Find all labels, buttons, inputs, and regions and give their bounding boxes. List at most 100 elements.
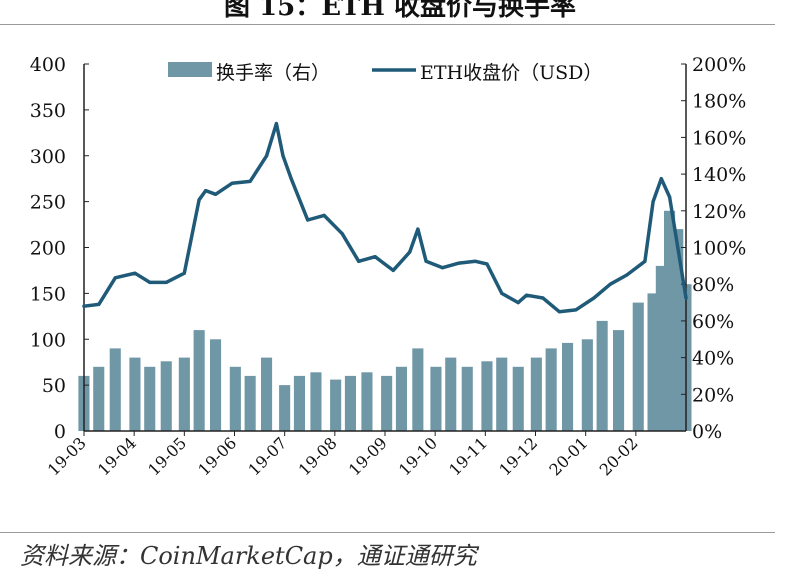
turnover-bar (461, 366, 473, 431)
price-point (322, 213, 326, 217)
turnover-bar (279, 385, 291, 431)
left-tick-label: 300 (30, 146, 66, 168)
left-tick-label: 400 (30, 54, 66, 76)
turnover-bar (530, 357, 542, 431)
turnover-bar (129, 357, 141, 431)
price-point (274, 122, 278, 126)
price-point (424, 259, 428, 263)
price-point (441, 266, 445, 270)
turnover-bar (672, 229, 684, 431)
turnover-bar (632, 302, 644, 431)
price-point (557, 310, 561, 314)
legend-bar-label: 换手率（右） (216, 62, 330, 84)
x-tick-label: 19-08 (295, 433, 341, 479)
x-tick-label: 20-02 (596, 433, 642, 479)
price-point (82, 304, 86, 308)
left-tick-label: 150 (30, 283, 66, 305)
turnover-bar (381, 375, 393, 431)
right-tick-label: 140% (692, 164, 746, 186)
right-tick-label: 0% (692, 421, 722, 443)
price-point (391, 268, 395, 272)
turnover-bar (647, 293, 659, 431)
turnover-bar (160, 361, 172, 431)
price-point (473, 259, 478, 263)
turnover-bar (562, 342, 574, 431)
price-point (148, 280, 152, 284)
turnover-bar (613, 330, 625, 431)
x-tick-label: 19-07 (244, 433, 290, 479)
turnover-bar (545, 348, 557, 431)
left-tick-label: 100 (30, 329, 66, 351)
left-tick-label: 250 (30, 192, 66, 214)
price-point (668, 195, 672, 199)
price-point (113, 276, 117, 280)
x-tick-label: 19-10 (395, 433, 441, 479)
source-note: 资料来源：CoinMarketCap，通证通研究 (20, 542, 477, 570)
price-point (204, 189, 208, 193)
turnover-bar (512, 366, 524, 431)
turnover-bar (144, 366, 156, 431)
turnover-bar (596, 320, 608, 431)
right-tick-label: 100% (692, 238, 746, 260)
price-point (457, 261, 461, 265)
legend-line-label: ETH收盘价（USD） (420, 62, 602, 84)
price-point (373, 255, 377, 259)
left-tick-label: 350 (30, 100, 66, 122)
x-tick-label: 19-12 (495, 433, 541, 479)
turnover-bar (244, 375, 256, 431)
turnover-bar (481, 361, 493, 431)
price-point (516, 301, 520, 305)
turnover-bar (496, 357, 508, 431)
turnover-bar (412, 348, 424, 431)
right-tick-label: 20% (692, 384, 734, 406)
turnover-bar (210, 339, 222, 432)
turnover-bar (93, 366, 105, 431)
chart-title: 图 15：ETH 收盘价与换手率 (223, 0, 577, 22)
chart-title-strip: 图 15：ETH 收盘价与换手率 (0, 0, 800, 22)
price-point (608, 282, 612, 286)
price-point (524, 293, 529, 297)
right-tick-label: 160% (692, 127, 746, 149)
bottom-rule (0, 532, 775, 533)
turnover-bars (78, 210, 692, 432)
price-point (659, 177, 663, 181)
turnover-bar (310, 372, 322, 431)
price-point (592, 296, 596, 300)
price-point (684, 296, 688, 300)
price-point (265, 154, 269, 158)
turnover-bar (655, 265, 667, 431)
x-tick-label: 19-11 (445, 433, 491, 479)
price-point (197, 198, 201, 202)
price-point (164, 280, 168, 284)
price-point (248, 179, 252, 183)
right-tick-label: 80% (692, 274, 734, 296)
price-point (340, 232, 344, 236)
top-rule (0, 24, 775, 25)
price-point (416, 227, 420, 231)
turnover-bar (361, 372, 373, 431)
right-tick-label: 40% (692, 348, 734, 370)
left-tick-label: 200 (30, 238, 66, 260)
price-point (281, 154, 285, 158)
right-tick-label: 120% (692, 201, 746, 223)
price-point (97, 302, 101, 306)
turnover-bar (581, 339, 593, 432)
price-point (651, 200, 655, 204)
chart: 0 50 100 150 200 250 300 350 400 0% 20% 40% 60% 80% 10… (30, 54, 747, 479)
price-point (357, 259, 361, 263)
legend-bar-swatch (168, 62, 212, 77)
x-tick-label: 19-09 (345, 433, 391, 479)
turnover-bar (445, 357, 457, 431)
price-point (500, 291, 504, 295)
right-tick-label: 200% (692, 54, 746, 76)
price-point (643, 259, 647, 263)
turnover-bar (293, 375, 305, 431)
turnover-bar (330, 379, 342, 431)
left-tick-label: 50 (42, 375, 66, 397)
x-tick-label: 19-06 (194, 433, 240, 479)
x-tick-label: 19-03 (44, 433, 90, 479)
price-point (289, 177, 293, 181)
turnover-bar (344, 375, 356, 431)
price-point (625, 273, 629, 277)
turnover-bar (229, 366, 241, 431)
